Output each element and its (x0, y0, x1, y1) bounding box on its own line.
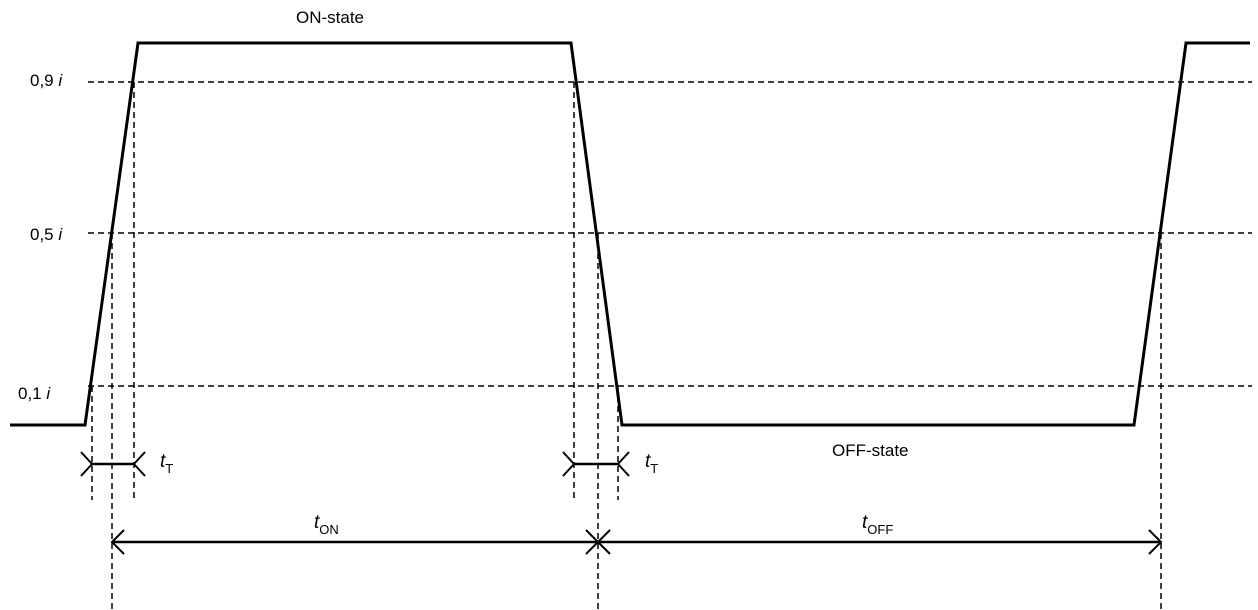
on-period-label: tON (314, 512, 339, 537)
transition-dimension-right (562, 451, 630, 477)
level-label-mid: 0,5 i (30, 225, 63, 244)
current-waveform (10, 41, 1250, 427)
on-state-label: ON-state (296, 8, 364, 27)
level-label-high: 0,9 i (30, 71, 63, 90)
off-state-label: OFF-state (832, 441, 909, 460)
transition-time-label-left: tT (160, 451, 173, 476)
off-period-label: tOFF (862, 512, 893, 537)
transition-time-label-right: tT (645, 451, 658, 476)
level-label-low: 0,1 i (18, 384, 51, 403)
off-period-dimension (596, 529, 1163, 555)
on-period-dimension (110, 529, 600, 555)
transition-dimension-left (80, 451, 146, 477)
